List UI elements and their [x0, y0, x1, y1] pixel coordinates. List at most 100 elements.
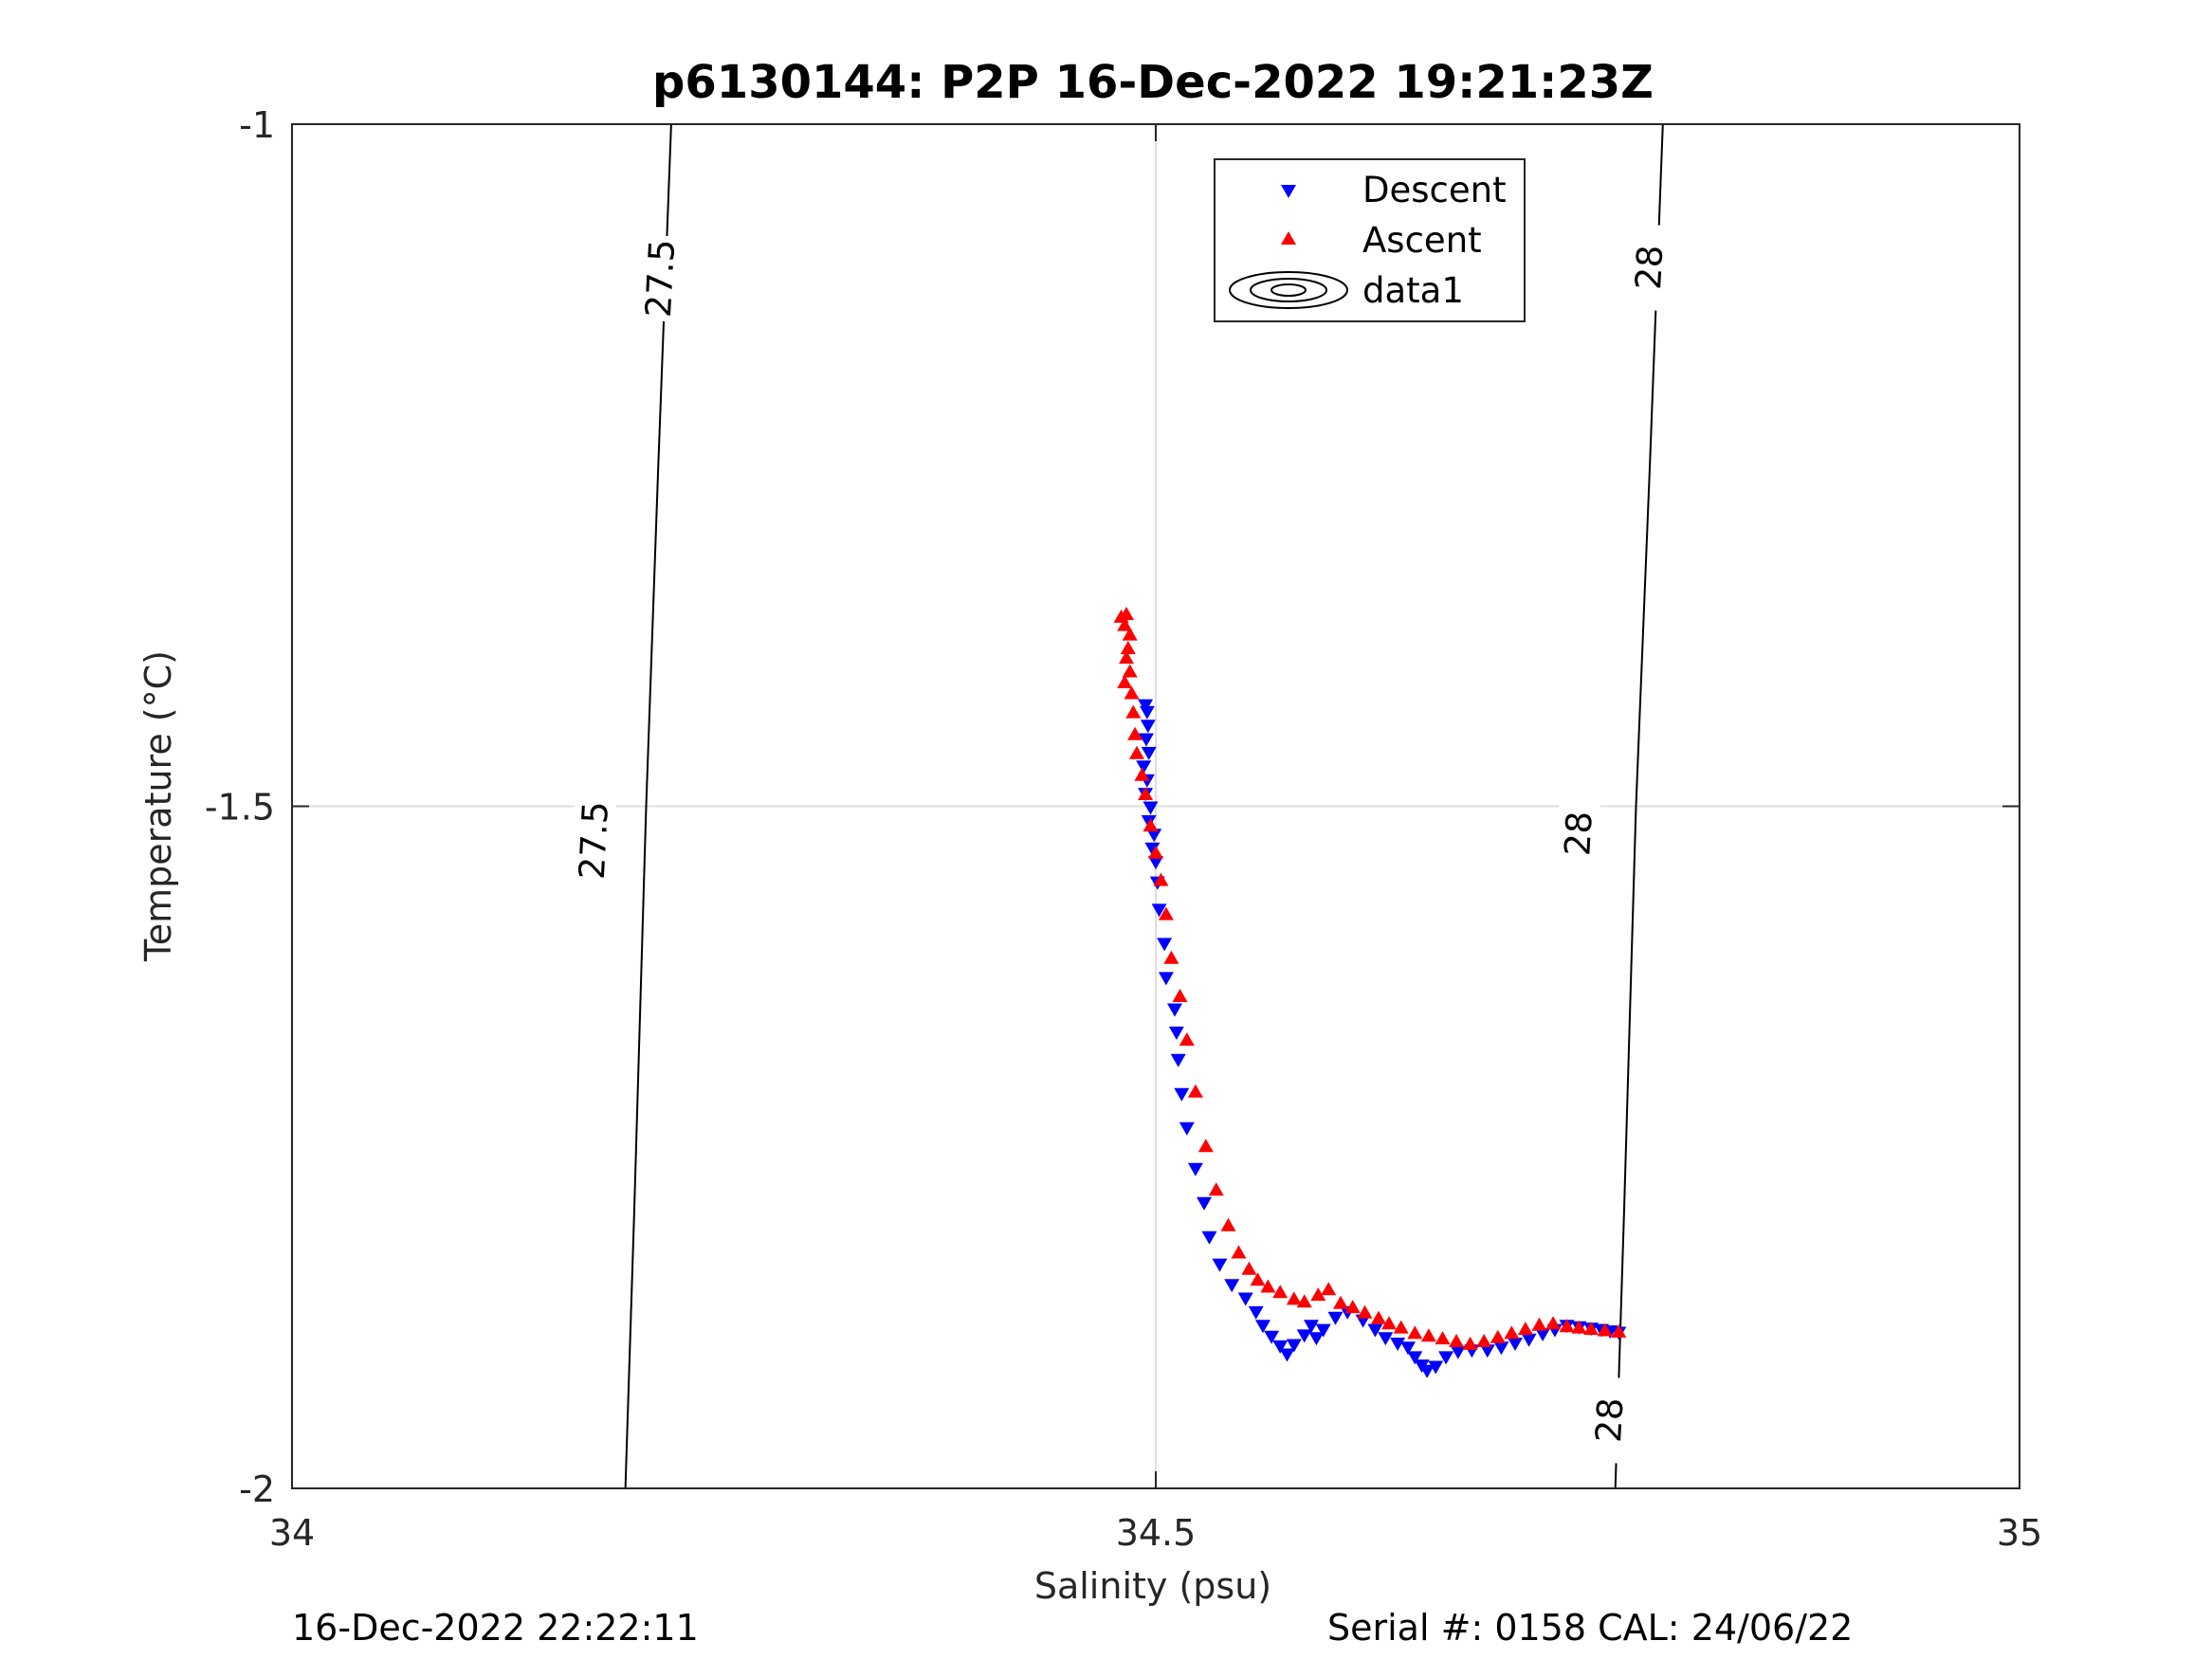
- y-axis-label: Temperature (°C): [137, 650, 179, 962]
- legend-descent-marker: [1281, 185, 1296, 198]
- descent-point-50: [1450, 1345, 1466, 1359]
- data-layer: [1113, 607, 1627, 1378]
- ascent-point-30: [1286, 1291, 1302, 1305]
- legend-contour-label: data1: [1362, 270, 1464, 311]
- ascent-point-53: [1583, 1322, 1600, 1336]
- ascent-point-51: [1559, 1319, 1575, 1333]
- contour-label-0: 27.5: [636, 234, 684, 322]
- ascent-point-35: [1344, 1300, 1361, 1314]
- descent-point-36: [1308, 1332, 1325, 1346]
- ascent-point-49: [1531, 1317, 1547, 1331]
- descent-point-8: [1143, 801, 1159, 815]
- descent-point-38: [1327, 1311, 1344, 1325]
- descent-point-48: [1428, 1360, 1444, 1375]
- descent-point-34: [1296, 1329, 1312, 1343]
- contour-label-text-3: 28: [1557, 811, 1600, 857]
- x-tick-label-1: 34.5: [1116, 1512, 1197, 1554]
- ascent-point-33: [1321, 1282, 1337, 1296]
- legend-descent-label: Descent: [1362, 170, 1507, 210]
- x-tick-label-0: 34: [269, 1512, 315, 1554]
- legend-ascent-label: Ascent: [1362, 220, 1482, 261]
- ascent-point-19: [1172, 989, 1188, 1002]
- contour-label-text-4: 28: [1588, 1396, 1631, 1443]
- contour-label-bg-3: [1555, 790, 1601, 878]
- ascent-point-25: [1231, 1245, 1247, 1259]
- descent-point-44: [1400, 1341, 1416, 1356]
- descent-point-56: [1535, 1328, 1551, 1341]
- ascent-point-5: [1119, 650, 1134, 665]
- descent-point-54: [1508, 1338, 1523, 1351]
- descent-point-27: [1237, 1292, 1253, 1306]
- ascent-point-17: [1158, 906, 1174, 921]
- ascent-point-26: [1241, 1261, 1257, 1275]
- chart-title: p6130144: P2P 16-Dec-2022 19:21:23Z: [652, 56, 1654, 109]
- ascent-point-55: [1611, 1324, 1627, 1338]
- descent-point-33: [1286, 1339, 1302, 1353]
- ascent-point-20: [1179, 1032, 1195, 1046]
- contour-line-28: [1614, 123, 1664, 1489]
- ascent-point-14: [1143, 818, 1159, 832]
- descent-point-15: [1157, 938, 1173, 952]
- contour-layer: 27.5 27.5 28 28 28: [570, 123, 1673, 1489]
- y-tick-label-1: -1.5: [205, 787, 275, 829]
- ascent-point-48: [1517, 1322, 1533, 1336]
- descent-point-41: [1367, 1323, 1383, 1338]
- ascent-point-22: [1197, 1139, 1214, 1153]
- descent-point-52: [1479, 1344, 1495, 1358]
- contour-label-3: 28: [1555, 790, 1601, 878]
- ascent-point-42: [1435, 1331, 1451, 1345]
- ascent-point-34: [1333, 1295, 1348, 1309]
- ascent-point-8: [1124, 685, 1140, 700]
- ascent-point-27: [1250, 1272, 1266, 1286]
- ascent-point-7: [1117, 675, 1133, 688]
- descent-point-26: [1224, 1279, 1240, 1293]
- x-tick-label-2: 35: [1997, 1512, 2042, 1554]
- descent-point-18: [1168, 1026, 1184, 1040]
- descent-point-11: [1144, 842, 1161, 856]
- contour-label-2: 28: [1625, 224, 1673, 312]
- ascent-point-21: [1187, 1084, 1203, 1098]
- contour-line-27.5: [624, 123, 672, 1489]
- descent-point-37: [1315, 1323, 1331, 1338]
- descent-point-53: [1493, 1341, 1509, 1356]
- contour-label-bg-1: [570, 796, 617, 884]
- ascent-point-15: [1148, 845, 1163, 859]
- ascent-point-16: [1153, 872, 1169, 886]
- ascent-point-32: [1310, 1287, 1326, 1302]
- ascent-point-12: [1134, 767, 1150, 781]
- descent-point-35: [1304, 1320, 1319, 1334]
- ascent-point-45: [1476, 1334, 1492, 1347]
- ascent-point-11: [1129, 745, 1144, 759]
- legend-ascent-marker: [1281, 231, 1296, 245]
- ascent-point-46: [1490, 1329, 1506, 1343]
- y-tick-label-0: -1: [239, 104, 275, 146]
- descent-point-21: [1179, 1121, 1195, 1136]
- descent-point-22: [1187, 1162, 1203, 1176]
- contour-label-text-0: 27.5: [638, 238, 683, 319]
- x-axis-label: Salinity (psu): [1034, 1565, 1271, 1607]
- y-tick-label-2: -2: [239, 1468, 275, 1510]
- descent-point-19: [1170, 1053, 1186, 1067]
- legend-box: [1214, 158, 1526, 322]
- descent-point-47: [1419, 1364, 1435, 1378]
- ascent-point-41: [1420, 1328, 1436, 1342]
- ascent-point-2: [1117, 617, 1133, 631]
- ascent-point-36: [1357, 1304, 1373, 1319]
- descent-point-17: [1167, 1003, 1182, 1017]
- descent-point-2: [1140, 720, 1156, 734]
- ascent-point-31: [1296, 1294, 1312, 1308]
- ascent-point-9: [1125, 704, 1142, 719]
- descent-point-10: [1146, 829, 1162, 843]
- footer-serial-cal: Serial #: 0158 CAL: 24/06/22: [1327, 1607, 1853, 1649]
- contour-label-4: 28: [1585, 1376, 1633, 1465]
- descent-point-32: [1279, 1348, 1295, 1362]
- footer-timestamp: 16-Dec-2022 22:22:11: [292, 1607, 699, 1649]
- ascent-point-40: [1407, 1325, 1423, 1340]
- ascent-point-4: [1120, 641, 1136, 654]
- descent-point-55: [1521, 1333, 1537, 1347]
- ascent-point-54: [1597, 1322, 1613, 1337]
- descent-point-31: [1272, 1340, 1289, 1354]
- descent-point-5: [1136, 760, 1152, 775]
- contour-label-bg-0: [636, 234, 684, 322]
- descent-point-0: [1138, 699, 1154, 713]
